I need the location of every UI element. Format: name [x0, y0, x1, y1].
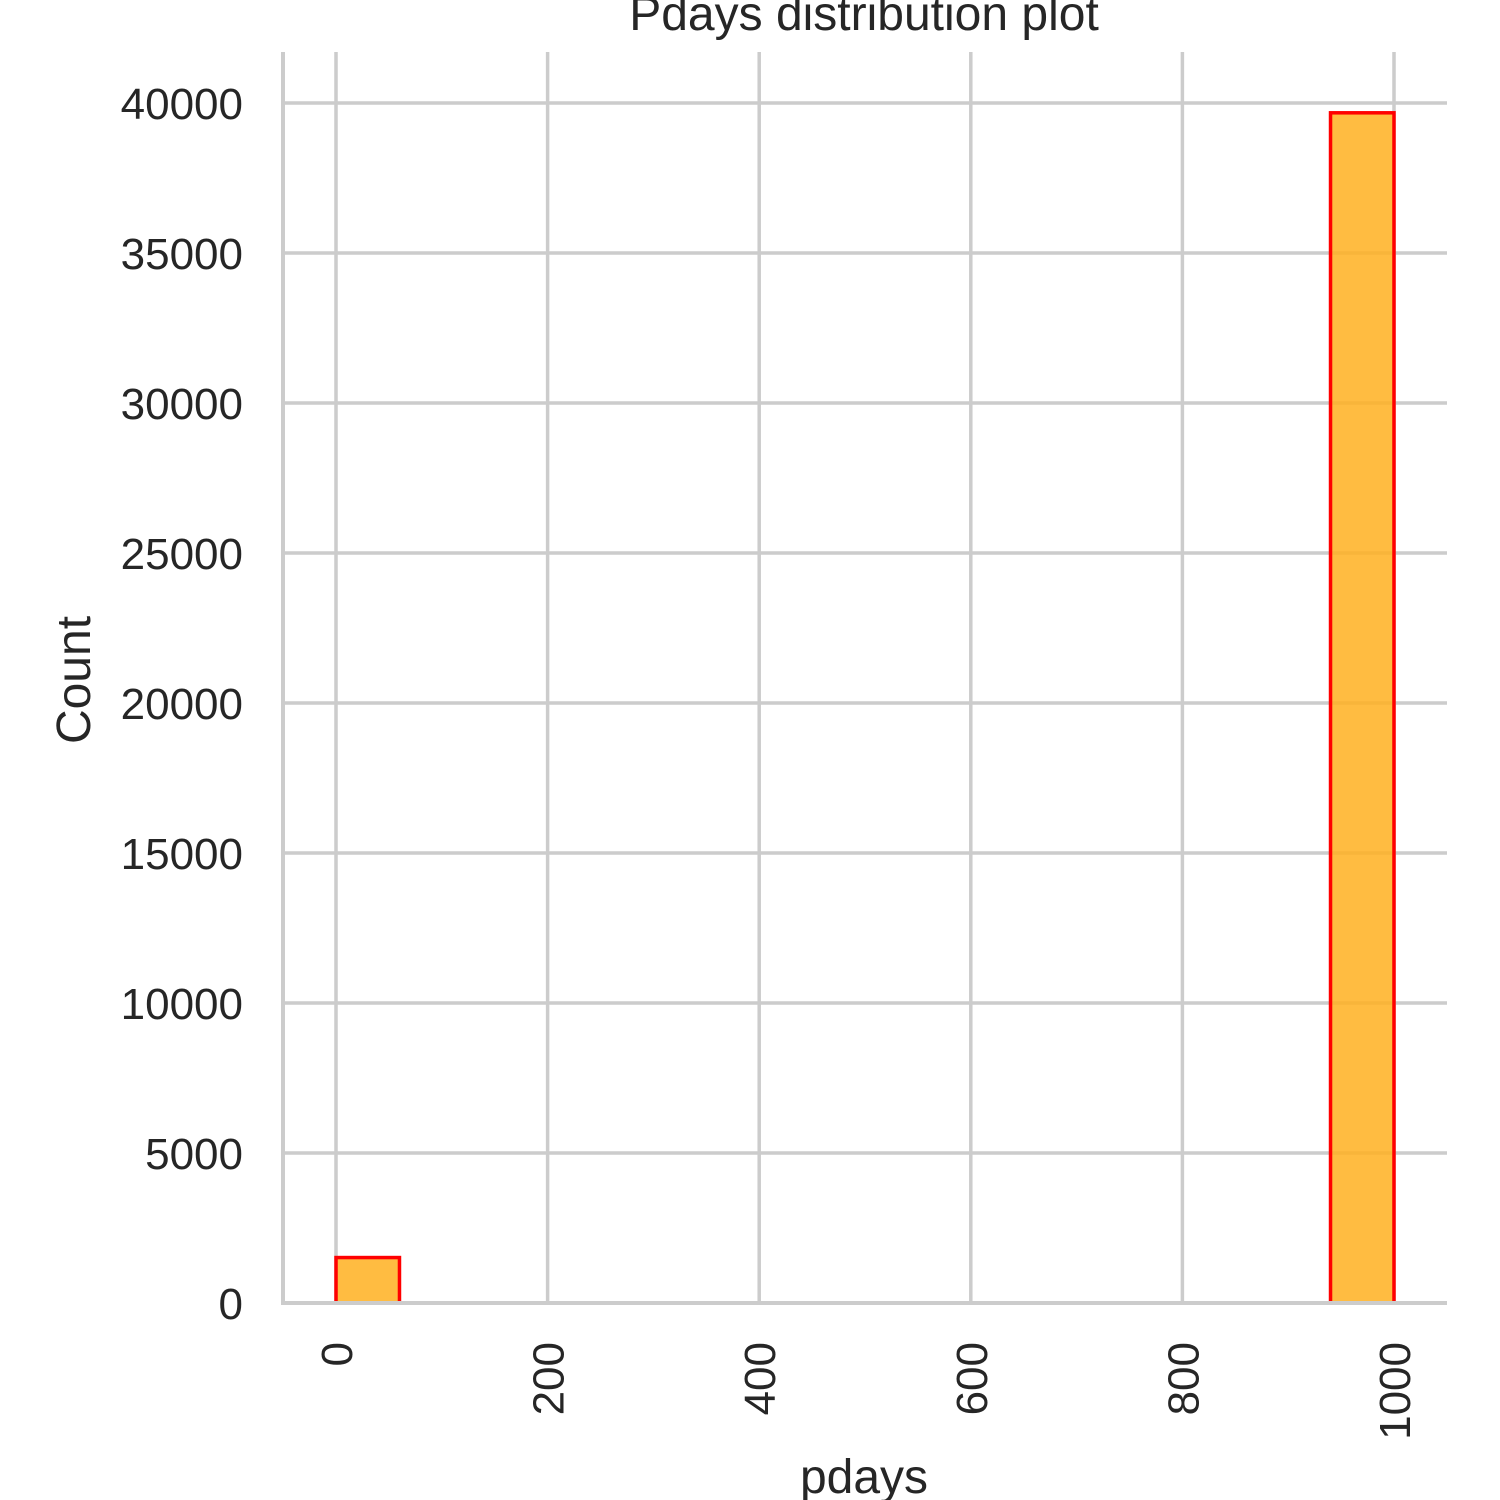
x-tick-label: 600	[948, 1342, 997, 1415]
y-tick-label: 40000	[121, 80, 243, 129]
x-tick-label: 800	[1159, 1342, 1208, 1415]
y-tick-label: 25000	[121, 530, 243, 579]
histogram-bar	[1328, 111, 1396, 1305]
x-tick-label: 0	[313, 1342, 362, 1366]
y-tick-label: 0	[219, 1280, 243, 1329]
y-axis-label: Count	[48, 616, 101, 744]
x-axis-label: pdays	[800, 1451, 928, 1500]
y-tick-label: 20000	[121, 680, 243, 729]
y-tick-label: 10000	[121, 980, 243, 1029]
y-tick-label: 5000	[145, 1130, 243, 1179]
x-tick-label: 200	[525, 1342, 574, 1415]
bars	[334, 111, 1396, 1305]
x-tick-label: 1000	[1371, 1342, 1420, 1440]
y-tick-label: 30000	[121, 380, 243, 429]
chart-title: Pdays distribution plot	[629, 0, 1099, 41]
y-tick-label: 35000	[121, 230, 243, 279]
x-tick-labels: 0 200 400 600 800 1000	[313, 1342, 1420, 1440]
y-tick-label: 15000	[121, 830, 243, 879]
axis-spines	[281, 52, 1447, 1305]
grid-lines	[283, 52, 1447, 1305]
histogram-bar	[334, 1255, 402, 1305]
y-tick-labels: 0 5000 10000 15000 20000 25000 30000 35000 40000	[121, 80, 243, 1329]
x-tick-label: 400	[736, 1342, 785, 1415]
